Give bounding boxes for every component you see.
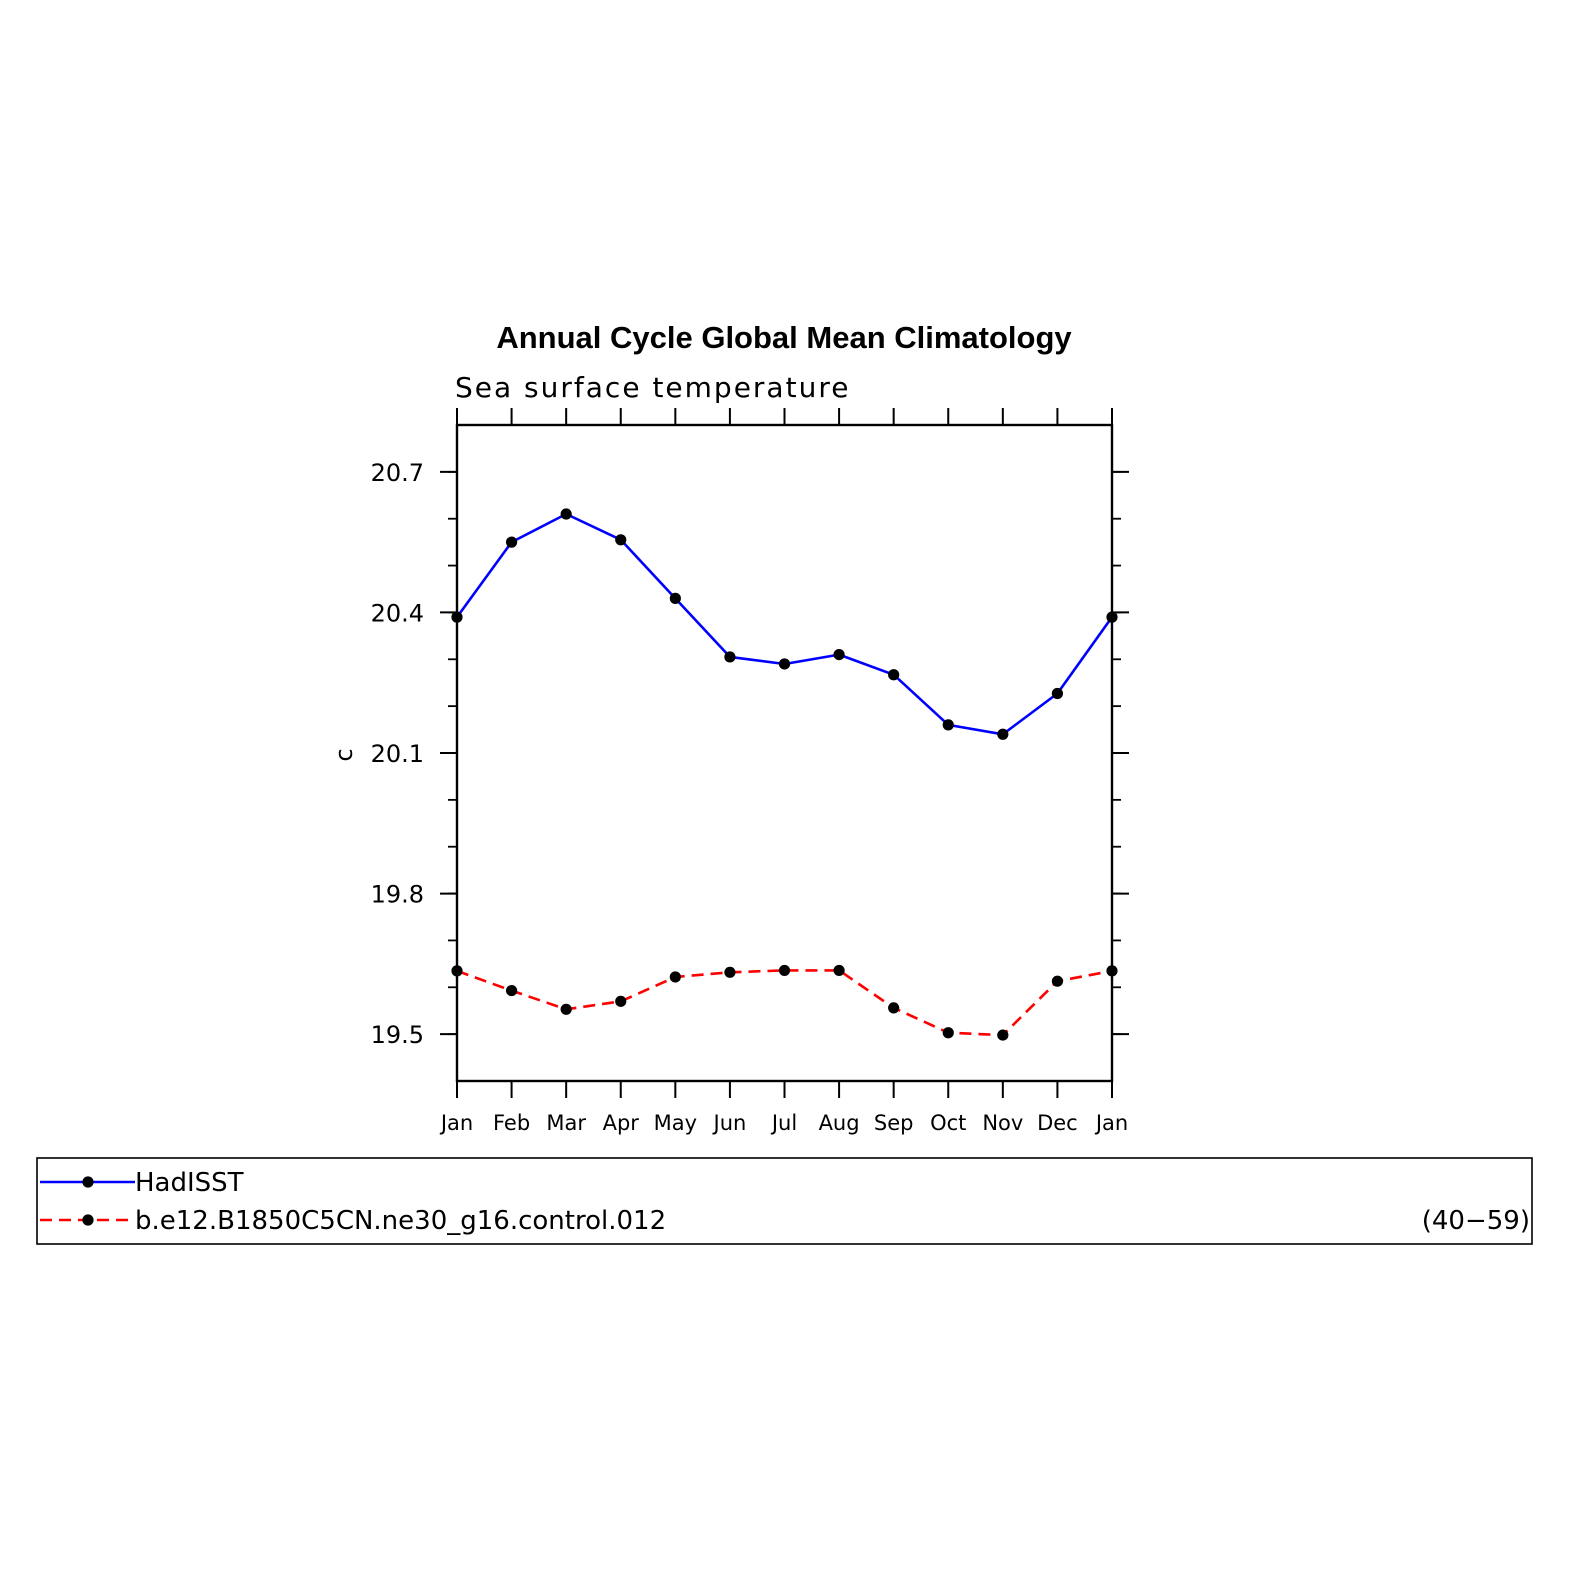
series-2-point [615,995,627,1007]
y-tick-label: 19.8 [371,881,424,909]
series-2-point [451,965,463,977]
x-tick-label: Oct [930,1111,966,1135]
series-2-point [833,964,845,977]
x-tick-label: Dec [1037,1111,1078,1135]
series-1-point [833,649,845,661]
legend-period-annotation: (40−59) [1422,1206,1530,1236]
y-tick-label: 19.5 [371,1021,424,1049]
axes-group: Jan Feb Mar Apr May Jun Jul Aug Sep Oct Nov Dec Jan 2… [371,408,1129,1135]
series-2-point [888,1002,900,1014]
series-1-point [888,669,900,681]
x-tick-label: Jul [770,1111,797,1135]
x-tick-label: Nov [982,1111,1023,1135]
x-tick-label: Apr [603,1111,640,1135]
x-tick-label: Sep [874,1111,914,1135]
series-1-point [724,651,736,663]
series-2-point [1051,975,1064,987]
x-tick-label: Jan [439,1111,473,1135]
series-2-point [942,1027,954,1039]
series-2-point [778,964,791,977]
series-1-point [997,728,1009,740]
chart-title: Annual Cycle Global Mean Climatology [496,320,1072,355]
series-2-point [1106,965,1118,977]
legend: HadISST b.e12.B1850C5CN.ne30_g16.control.… [40,1168,666,1236]
series-1-point [451,611,463,623]
y-tick-label: 20.4 [371,599,424,627]
legend-marker-1 [82,1176,94,1188]
legend-box [36,1157,1533,1245]
x-tick-label: Jan [1094,1111,1128,1135]
chart-subtitle: Sea surface temperature [455,371,850,404]
y-tick-label: 20.7 [371,459,424,487]
x-tick-label: Feb [493,1111,530,1135]
series-1-point [1051,687,1064,700]
series-2-point [505,984,518,997]
series-1-point [778,658,791,670]
legend-label-1: HadISST [135,1168,244,1198]
series-1-point [505,536,518,548]
legend-label-2: b.e12.B1850C5CN.ne30_g16.control.012 [135,1206,666,1236]
series-1-point [1106,611,1118,623]
x-tick-label: May [654,1111,697,1135]
series-1-point [669,592,681,604]
series-1-point [942,719,954,731]
series-line-2 [456,969,1113,1037]
series-2-point [669,971,681,983]
plot-frame [455,423,1114,1083]
y-axis-label: c [330,748,358,761]
x-tick-label: Jun [712,1111,747,1135]
series-1-point [615,534,627,546]
series-line-1 [455,512,1114,736]
x-tick-label: Mar [546,1111,586,1135]
y-tick-label: 20.1 [371,740,424,768]
series-2-point [560,1003,572,1015]
series-1-point [560,508,572,520]
series-2-point [997,1029,1009,1041]
x-tick-label: Aug [819,1111,860,1135]
legend-marker-2 [82,1214,94,1226]
series-2-point [724,966,736,978]
series-group [451,508,1118,1041]
